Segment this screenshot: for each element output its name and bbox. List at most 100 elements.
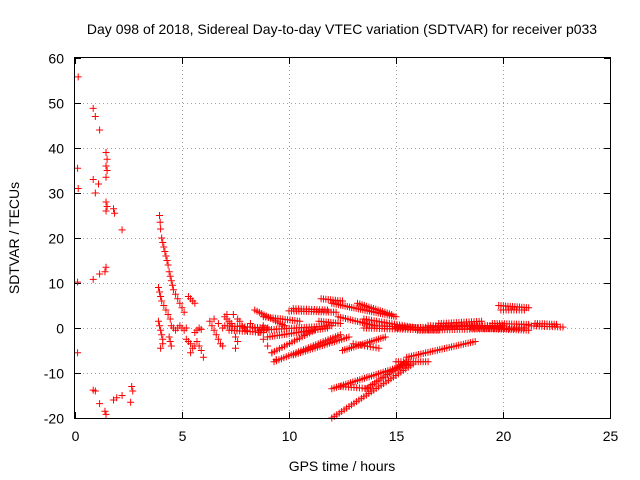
data-point <box>229 311 237 318</box>
data-point <box>311 326 319 334</box>
data-point <box>74 164 82 172</box>
data-point <box>219 342 227 350</box>
data-point <box>158 331 166 339</box>
data-point <box>129 387 137 395</box>
data-point <box>118 226 126 234</box>
y-tick-label: -20 <box>44 411 64 427</box>
data-point <box>166 272 174 280</box>
data-point <box>162 252 170 260</box>
data-point <box>182 324 190 332</box>
data-point <box>160 302 168 309</box>
data-point <box>172 290 180 298</box>
data-point <box>264 324 272 332</box>
data-point <box>208 322 216 330</box>
data-point <box>375 344 383 352</box>
y-tick-label: 40 <box>48 141 64 157</box>
x-tick-label: 5 <box>179 428 187 444</box>
data-point <box>478 317 486 325</box>
x-tick-label: 20 <box>496 428 512 444</box>
data-point <box>102 173 110 181</box>
data-point <box>167 277 175 285</box>
data-point <box>111 209 119 217</box>
data-point <box>165 268 173 276</box>
y-tick-label: 0 <box>56 321 64 337</box>
data-point <box>102 207 110 215</box>
plot-frame <box>74 57 611 419</box>
data-point <box>113 394 121 402</box>
data-point <box>232 333 239 341</box>
data-point <box>161 248 169 255</box>
data-point <box>157 293 165 300</box>
data-point <box>210 326 218 334</box>
data-point <box>324 306 332 314</box>
data-point <box>89 176 97 183</box>
data-point <box>156 212 164 219</box>
data-point <box>102 263 110 271</box>
data-point <box>74 185 82 192</box>
data-point <box>167 342 175 350</box>
data-point <box>159 340 167 348</box>
data-point <box>193 338 201 345</box>
data-point <box>187 340 195 348</box>
data-point <box>187 349 195 357</box>
data-point <box>246 320 254 327</box>
data-point <box>166 315 174 323</box>
data-point <box>259 335 267 343</box>
data-point <box>158 297 166 305</box>
data-point <box>214 320 222 327</box>
data-point <box>197 347 205 354</box>
data-point <box>164 261 172 269</box>
data-point <box>520 306 528 314</box>
data-point <box>345 333 353 341</box>
data-point <box>178 304 186 312</box>
data-point <box>101 268 109 276</box>
data-point <box>156 288 164 296</box>
data-point <box>96 400 104 408</box>
data-point <box>91 387 99 395</box>
data-point <box>74 73 82 81</box>
data-point <box>388 311 396 318</box>
data-point <box>96 270 104 278</box>
data-point <box>74 349 82 357</box>
data-point <box>157 225 165 233</box>
data-point <box>110 205 118 213</box>
data-point <box>102 162 110 170</box>
data-point <box>164 311 172 318</box>
data-point <box>154 317 162 325</box>
data-point <box>424 358 432 366</box>
data-series <box>74 73 567 422</box>
data-point <box>102 198 110 206</box>
x-tick-label: 10 <box>282 428 298 444</box>
data-point <box>232 344 239 352</box>
data-point <box>103 155 111 163</box>
data-point <box>157 344 165 352</box>
y-tick-label: 50 <box>48 96 64 112</box>
data-point <box>234 338 242 345</box>
data-point <box>471 338 479 345</box>
x-tick-label: 15 <box>389 428 405 444</box>
y-tick-label: 10 <box>48 276 64 292</box>
data-point <box>336 331 344 339</box>
data-point <box>381 333 389 341</box>
data-point <box>101 407 109 415</box>
data-point <box>162 306 170 314</box>
data-point <box>163 257 171 264</box>
data-point <box>191 299 199 307</box>
data-point <box>169 286 177 294</box>
data-point <box>336 320 344 327</box>
data-point <box>91 113 99 120</box>
data-point <box>160 243 168 251</box>
data-point <box>156 218 164 226</box>
data-point <box>212 331 220 339</box>
data-point <box>102 149 110 156</box>
data-point <box>157 326 165 334</box>
data-point <box>174 295 182 303</box>
data-point <box>89 104 97 112</box>
data-point <box>180 308 188 316</box>
y-axis-label: SDTVAR / TECUs <box>6 182 22 294</box>
y-tick-label: 30 <box>48 186 64 202</box>
data-point <box>223 311 231 318</box>
axis-ticks: 0 5 10 15 20 25 -20 -10 0 10 20 30 40 50 60 <box>44 51 619 445</box>
data-point <box>118 392 126 399</box>
